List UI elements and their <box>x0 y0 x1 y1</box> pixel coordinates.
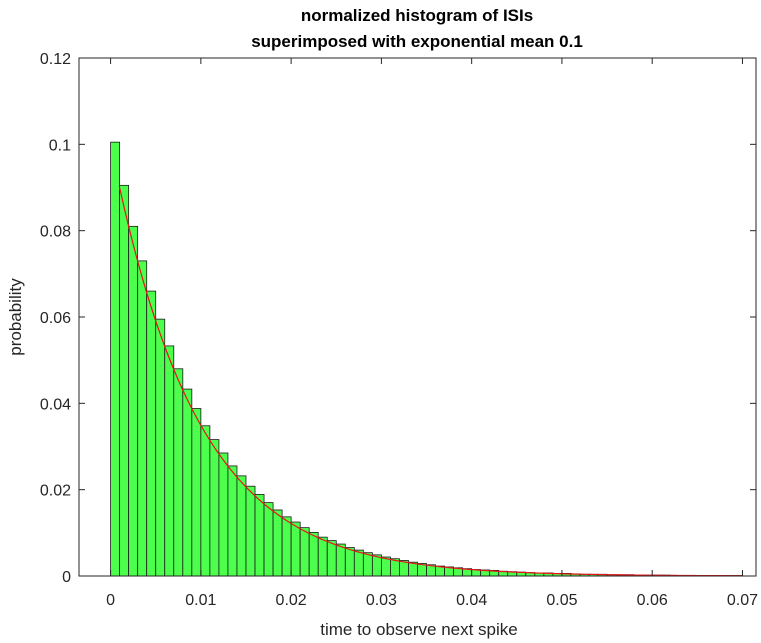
y-tick-label: 0 <box>62 569 71 586</box>
histogram-bar <box>290 521 301 577</box>
x-tick-label: 0.02 <box>276 592 307 609</box>
histogram-bar <box>245 485 256 577</box>
histogram-bar <box>137 260 148 577</box>
histogram-bar <box>146 290 157 577</box>
histogram-bar <box>173 368 184 577</box>
histogram-bar <box>254 494 265 577</box>
histogram-bar <box>218 452 229 577</box>
y-axis-ticks: 0 0.02 0.04 0.06 0.08 0.1 0.12 <box>40 51 756 586</box>
x-tick-label: 0.06 <box>637 592 668 609</box>
x-tick-label: 0.04 <box>456 592 487 609</box>
histogram-bar <box>119 184 130 577</box>
x-axis-ticks: 0 0.01 0.02 0.03 0.04 0.05 0.06 0.07 <box>106 58 758 609</box>
histogram-bar <box>263 502 274 577</box>
histogram-bar <box>308 532 319 577</box>
histogram-bar <box>299 527 310 577</box>
histogram-bar <box>110 141 121 577</box>
y-tick-label: 0.02 <box>40 483 71 500</box>
histogram-bar <box>191 408 202 577</box>
y-tick-label: 0.12 <box>40 51 71 68</box>
histogram-bar <box>236 475 247 577</box>
histogram-bar <box>353 549 364 577</box>
x-tick-label: 0.03 <box>366 592 397 609</box>
histogram-bar <box>164 345 175 577</box>
histogram-bar <box>128 225 139 577</box>
histogram-bar <box>227 465 238 577</box>
histogram-bar <box>326 540 337 577</box>
x-axis-label: time to observe next spike <box>320 620 517 639</box>
histogram-bar <box>344 547 355 577</box>
chart-title-line-2: superimposed with exponential mean 0.1 <box>251 32 583 51</box>
histogram-bar <box>182 388 193 577</box>
x-tick-label: 0.05 <box>546 592 577 609</box>
y-tick-label: 0.06 <box>40 310 71 327</box>
histogram-bar <box>380 556 391 577</box>
histogram-bar <box>362 552 373 577</box>
y-axis-label: probability <box>6 278 25 356</box>
y-tick-label: 0.04 <box>40 396 71 413</box>
x-tick-label: 0.01 <box>185 592 216 609</box>
histogram-bar <box>200 425 211 577</box>
y-tick-label: 0.08 <box>40 224 71 241</box>
histogram-bar <box>371 554 382 577</box>
x-tick-label: 0.07 <box>727 592 758 609</box>
histogram-bar <box>209 439 220 577</box>
histogram-bar <box>317 536 328 577</box>
histogram-bar <box>272 509 283 577</box>
y-tick-label: 0.1 <box>49 137 71 154</box>
x-tick-label: 0 <box>106 592 115 609</box>
histogram-bar <box>155 318 166 577</box>
chart-title-line-1: normalized histogram of ISIs <box>301 6 533 25</box>
exponential-curve <box>119 187 743 577</box>
histogram-bar <box>335 543 346 577</box>
histogram-bar <box>281 516 292 577</box>
